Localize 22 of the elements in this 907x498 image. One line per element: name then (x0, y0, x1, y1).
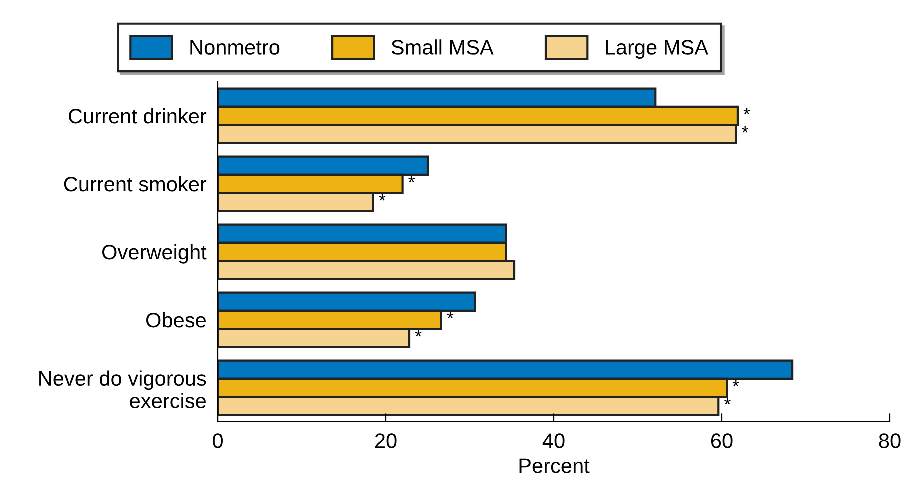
data-label: * (415, 330, 422, 337)
x-tick-label: 40 (542, 434, 565, 448)
legend-label: Nonmetro (190, 40, 280, 55)
data-label: * (408, 176, 416, 183)
y-tick-label: Current smoker (64, 176, 207, 192)
data-label: * (742, 126, 749, 133)
data-label: * (379, 194, 386, 201)
y-tick-label: Obese (146, 312, 206, 328)
x-tick-label: 80 (879, 434, 901, 448)
x-tick-label: 0 (213, 434, 223, 448)
y-tick-label: Never do vigorous exercise (40, 370, 206, 408)
legend-label: Small MSA (392, 40, 494, 55)
y-tick-label: Current drinker (69, 108, 207, 124)
x-axis-title: Percent (520, 458, 590, 474)
y-tick-label: Overweight (102, 244, 207, 264)
data-label: * (724, 398, 731, 405)
x-tick-label: 60 (711, 434, 733, 448)
data-label: * (447, 312, 454, 319)
legend-label: Large MSA (606, 40, 708, 60)
data-label: * (732, 380, 740, 387)
data-label: * (744, 108, 750, 115)
x-tick-label: 20 (375, 434, 397, 448)
